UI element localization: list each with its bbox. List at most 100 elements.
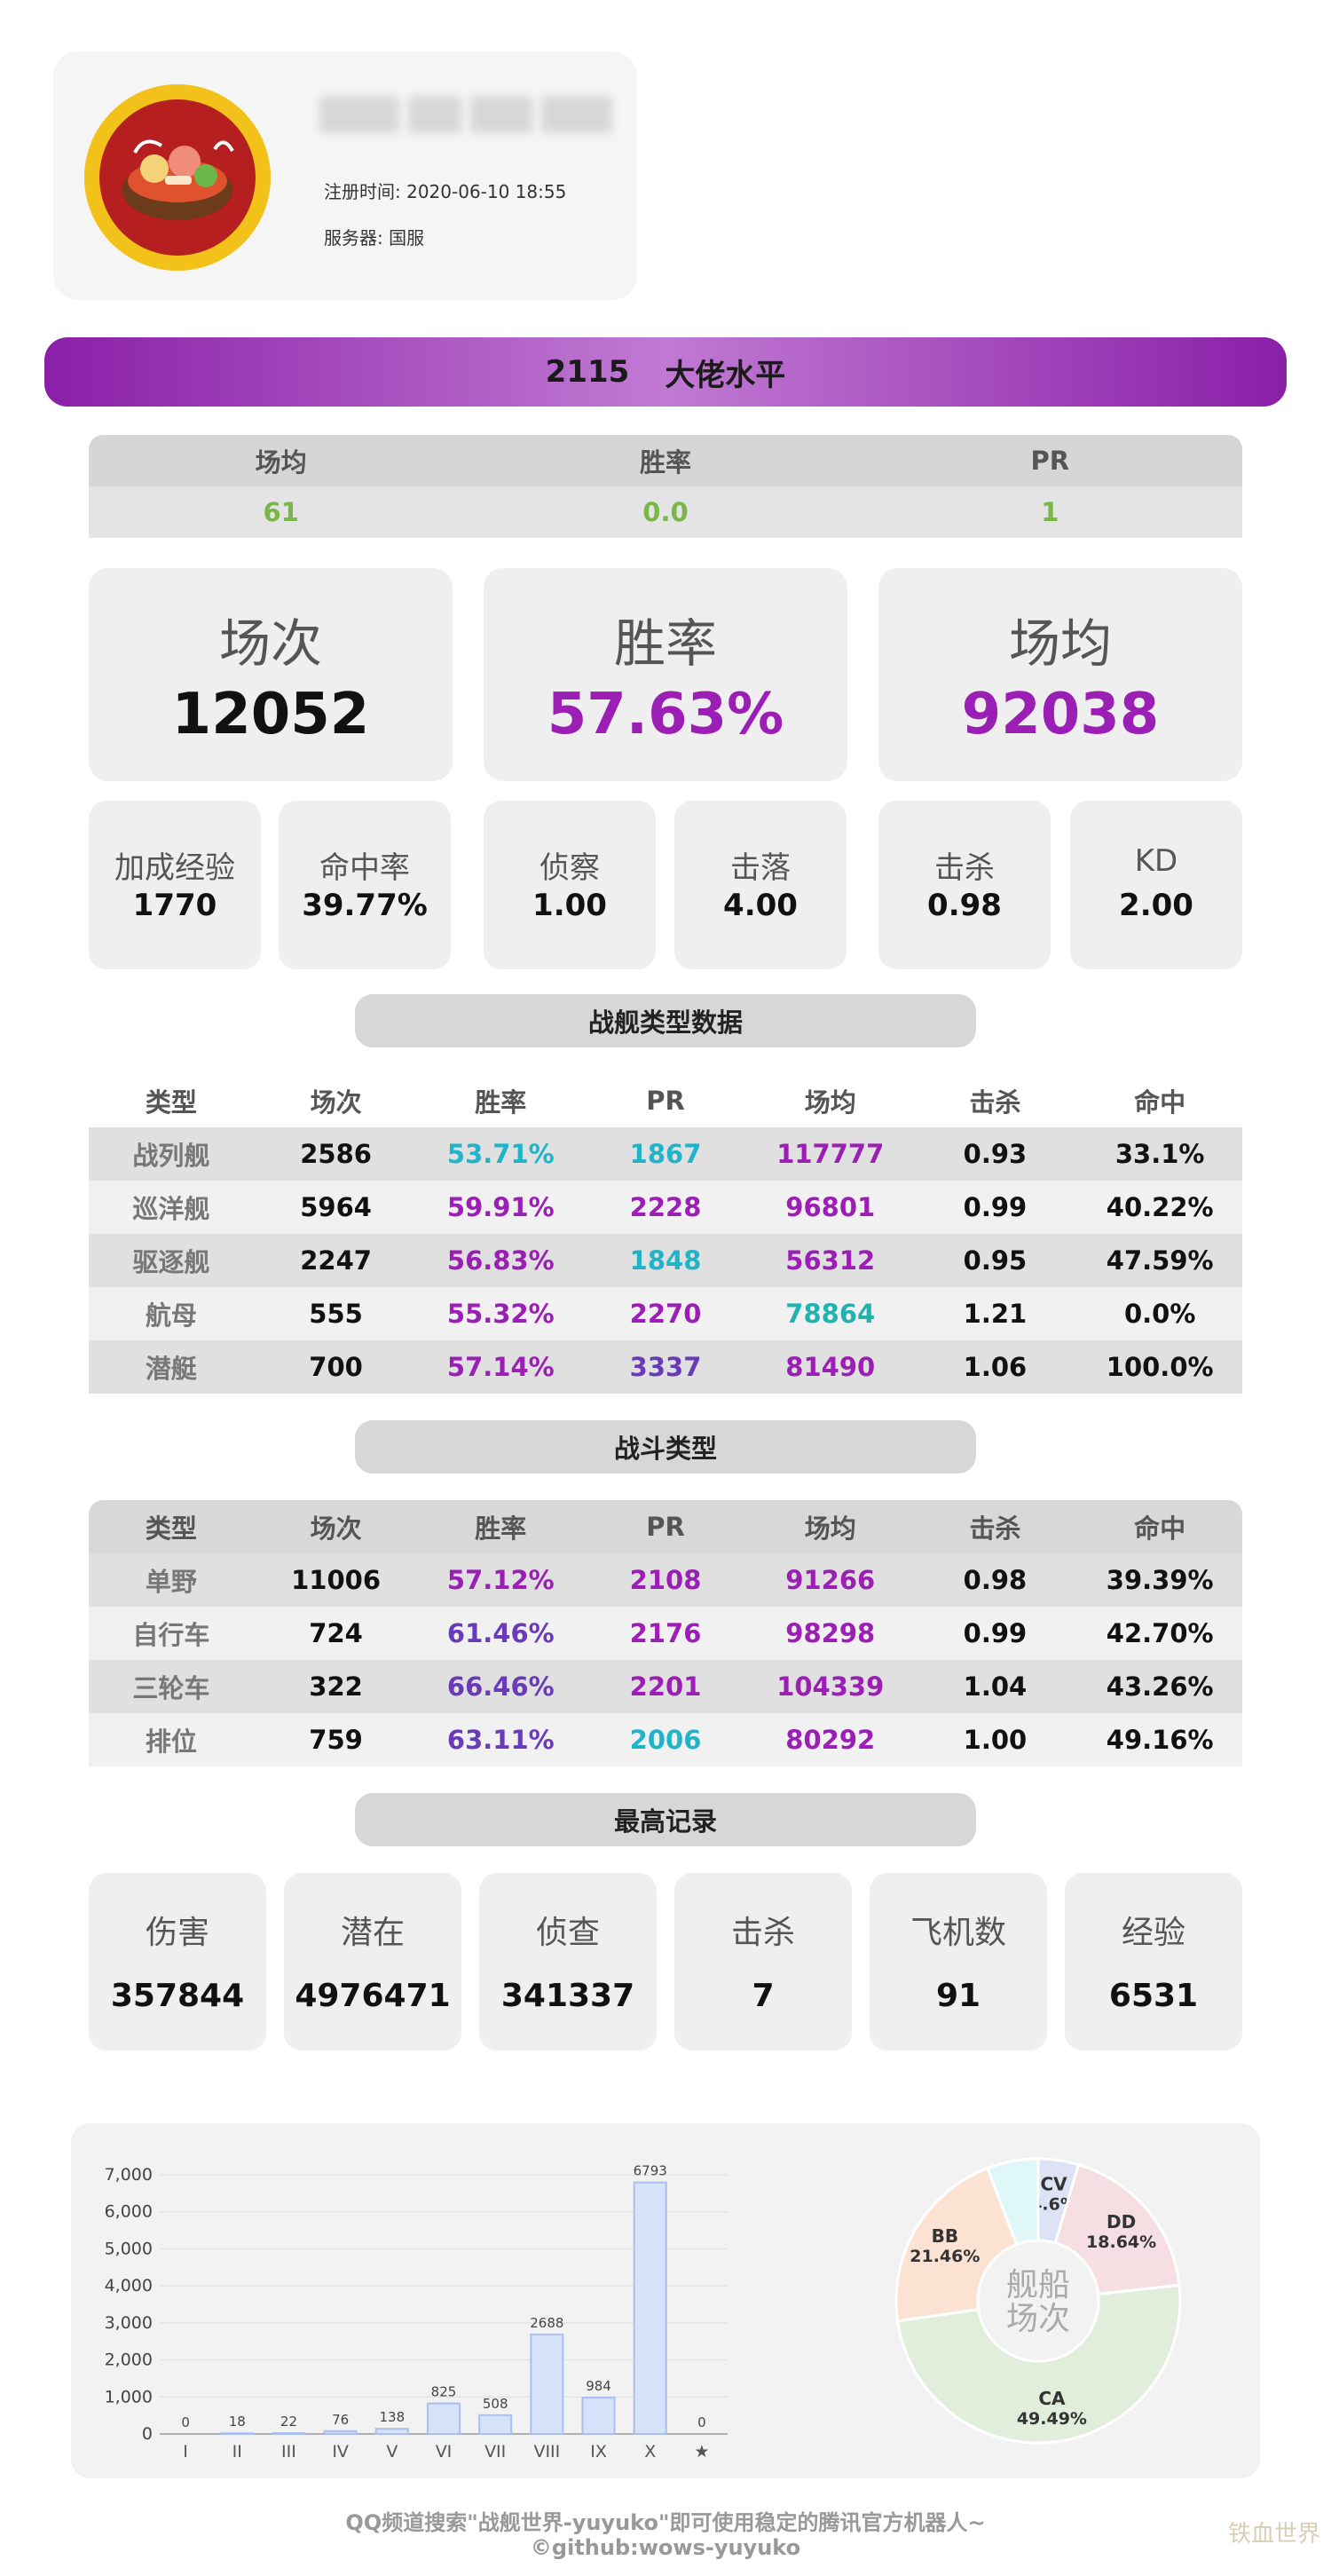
record-label: 侦查 [535,1915,600,1951]
bar [272,2432,306,2435]
table-row: 航母 555 55.32% 2270 78864 1.21 0.0% [89,1287,1242,1340]
avg-header-damage: 场均 [255,447,307,478]
stat-card-hit-rate: 命中率 39.77% [279,801,451,969]
data-label: 18 [229,2414,246,2430]
table-cell: 42.70% [1106,1618,1214,1648]
data-label: 76 [332,2412,349,2428]
data-label: 22 [280,2414,297,2430]
table-row: 驱逐舰 2247 56.83% 1848 56312 0.95 47.59% [89,1234,1242,1287]
y-tick-label: 4,000 [105,2276,153,2295]
pie-center-label: 舰船 [1006,2267,1070,2303]
x-tick-label: I [183,2442,188,2461]
table-cell: 80292 [785,1725,876,1755]
table-header-cell: 场均 [804,1087,856,1118]
bar [633,2181,667,2435]
hotpot-avatar-icon [122,139,234,220]
table-header-cell: 命中 [1134,1087,1186,1118]
charts-panel: 0 1,000 2,000 3,000 4,000 5,000 6,000 7,000 0 I 18… [71,2123,1260,2478]
table-cell: 49.16% [1106,1725,1214,1755]
table-cell: 战列舰 [132,1141,210,1171]
record-value: 7 [752,1978,775,2014]
table-cell: 56312 [785,1245,876,1276]
stat-label: 命中率 [319,850,410,886]
stat-value: 0.98 [927,888,1002,923]
average-table: 场均 胜率 PR 61 0.0 1 [89,435,1242,538]
record-label: 经验 [1121,1915,1185,1951]
data-label: 984 [586,2378,611,2394]
table-row: 巡洋舰 5964 59.91% 2228 96801 0.99 40.22% [89,1181,1242,1234]
table-cell: 0.99 [963,1192,1028,1222]
table-cell: 0.93 [963,1139,1028,1169]
table-row: 排位 759 63.11% 2006 80292 1.00 49.16% [89,1713,1242,1766]
stat-label: 侦察 [539,850,600,886]
data-label: 138 [379,2409,405,2425]
table-cell: 47.59% [1106,1245,1214,1276]
table-cell: 1.04 [963,1671,1028,1702]
username-blurred [319,96,630,149]
table-cell: 0.98 [963,1565,1028,1595]
stat-card-avg-damage: 场均 92038 [878,568,1242,781]
stat-value: 57.63% [547,682,784,747]
stat-value: 1770 [132,888,217,923]
stat-label: 场次 [218,613,322,674]
stat-label: 击杀 [934,850,995,886]
stat-label: KD [1134,843,1178,879]
record-card-kills: 击杀 7 [674,1873,852,2051]
y-tick-label: 7,000 [105,2165,153,2185]
avg-header-winrate: 胜率 [639,447,691,478]
table-cell: 1.06 [963,1352,1028,1382]
table-cell: 自行车 [132,1620,210,1650]
stat-label: 加成经验 [114,850,235,886]
register-time-label: 注册时间: [324,181,401,202]
table-header-row: 类型 场次 胜率 PR 场均 击杀 命中 [89,1500,1242,1553]
table-cell: 700 [309,1352,363,1382]
table-cell: 2270 [629,1299,702,1329]
table-header-cell: 场次 [310,1513,362,1544]
table-header-row: 类型 场次 胜率 PR 场均 击杀 命中 [89,1074,1242,1127]
bar [374,2428,409,2436]
table-header-cell: 命中 [1134,1513,1186,1544]
table-cell: 81490 [785,1352,876,1382]
table-cell: 53.71% [446,1139,555,1169]
data-label: 508 [483,2396,508,2412]
data-label: 0 [697,2414,706,2430]
table-cell: 1848 [629,1245,702,1276]
stat-value: 4.00 [723,888,798,923]
table-cell: 724 [309,1618,363,1648]
table-row: 战列舰 2586 53.71% 1867 117777 0.93 33.1% [89,1127,1242,1181]
table-cell: 57.12% [446,1565,555,1595]
table-cell: 100.0% [1106,1352,1214,1382]
section-title-records: 最高记录 [355,1793,976,1846]
avg-value-damage: 61 [263,497,299,527]
table-cell: 1.00 [963,1725,1028,1755]
avg-header-pr: PR [1030,446,1070,476]
record-card-damage: 伤害 357844 [89,1873,266,2051]
pie-slice [894,2166,1019,2323]
stat-value: 39.77% [302,888,428,923]
table-cell: 104339 [776,1671,885,1702]
stat-card-battles: 场次 12052 [89,568,453,781]
bar [323,2430,358,2435]
table-cell: 66.46% [446,1671,555,1702]
table-cell: 63.11% [446,1725,555,1755]
avg-value-pr: 1 [1041,497,1059,527]
stat-label: 击落 [730,850,791,886]
record-label: 潜在 [340,1915,405,1951]
table-row: 自行车 724 61.46% 2176 98298 0.99 42.70% [89,1607,1242,1660]
record-card-planes: 飞机数 91 [870,1873,1047,2051]
table-cell: 2006 [629,1725,702,1755]
stat-value: 1.00 [532,888,607,923]
table-cell: 2201 [629,1671,702,1702]
table-cell: 59.91% [446,1192,555,1222]
avatar[interactable] [84,84,271,271]
record-label: 伤害 [145,1915,209,1951]
data-label: 825 [431,2384,457,2400]
data-label: 2688 [530,2315,563,2331]
table-cell: 2176 [629,1618,702,1648]
slice-name-label: DD [1107,2211,1136,2232]
section-title-battle-types: 战斗类型 [355,1420,976,1474]
bar [478,2414,513,2435]
table-header-cell: 胜率 [475,1513,527,1544]
battle-type-table: 类型 场次 胜率 PR 场均 击杀 命中 单野 11006 57.12% 2108 91266 0.98… [89,1500,1242,1766]
record-value: 357844 [110,1978,245,2014]
